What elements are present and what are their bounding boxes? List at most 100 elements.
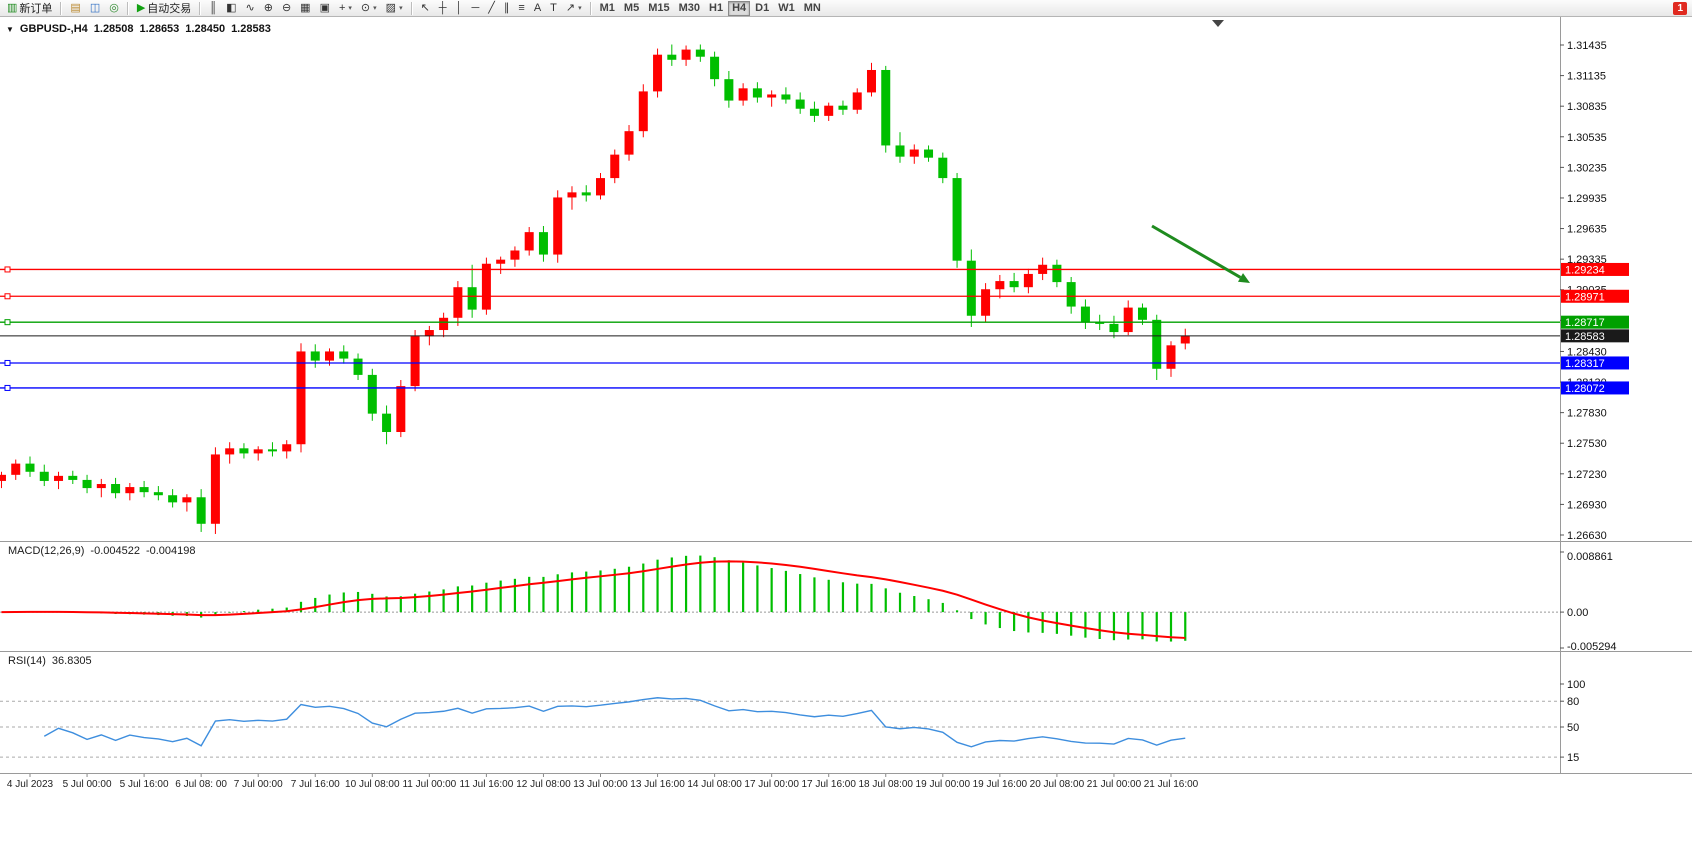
crosshair-button[interactable]: ┼ [435, 1, 451, 16]
level-handle[interactable] [4, 293, 11, 300]
horizontal-line-button[interactable]: ─ [467, 1, 483, 16]
candle [225, 448, 235, 455]
zoom-in-button[interactable]: ⊕ [260, 1, 277, 16]
level-handle[interactable] [4, 319, 11, 326]
candle [1109, 323, 1119, 333]
timeframe-m5-button[interactable]: M5 [620, 1, 643, 16]
time-axis-label: 21 Jul 00:00 [1087, 779, 1142, 790]
candle [125, 487, 135, 494]
timeframe-m15-button-label: M15 [648, 2, 670, 14]
new-order-button[interactable]: ▥ 新订单 [3, 1, 56, 16]
time-axis-label: 6 Jul 08: 00 [175, 779, 227, 790]
time-axis-label: 17 Jul 00:00 [744, 779, 799, 790]
line-chart-button[interactable]: ∿ [242, 1, 259, 16]
trendline-button[interactable]: ╱ [484, 1, 499, 16]
candle [410, 336, 420, 387]
trend-arrow-head-icon [1237, 273, 1250, 283]
timeframe-w1-button[interactable]: W1 [774, 1, 799, 16]
candle [653, 54, 663, 92]
channel-button[interactable]: ∥ [500, 1, 514, 16]
new-order-icon: ▥ [7, 1, 18, 14]
price-level-badge [1561, 356, 1629, 370]
dropdown-caret-icon: ▾ [399, 5, 403, 12]
timeframe-m1-button-label: M1 [599, 2, 615, 14]
chart-shift-marker-icon[interactable] [1212, 20, 1224, 27]
candle [524, 232, 534, 251]
candle [11, 463, 21, 475]
trendline-icon: ╱ [488, 1, 495, 14]
time-axis-label: 19 Jul 00:00 [916, 779, 971, 790]
timeframe-h4-button-label: H4 [732, 2, 747, 14]
bars-chart-button[interactable]: ║ [205, 1, 221, 16]
timeframe-m30-button-label: M30 [678, 2, 700, 14]
timeframe-h1-button[interactable]: H1 [705, 1, 727, 16]
new-order-button-label: 新订单 [19, 3, 53, 15]
level-handle[interactable] [4, 359, 11, 366]
notification-badge[interactable]: 1 [1673, 1, 1687, 15]
timeframe-w1-button-label: W1 [778, 2, 795, 14]
macd-axis-label: -0.005294 [1567, 641, 1617, 653]
candle [981, 289, 991, 316]
grid-icon: ▦ [300, 1, 311, 14]
tile-windows-button[interactable]: ▣ [316, 1, 334, 16]
trend-arrow-annotation[interactable] [1151, 224, 1242, 279]
timeframe-mn-button-label: MN [803, 2, 821, 14]
templates-button[interactable]: ▨ ▾ [382, 1, 407, 16]
autotrading-button[interactable]: ▶ 自动交易 [133, 1, 195, 16]
time-axis-label: 14 Jul 08:00 [687, 779, 742, 790]
rsi-line [43, 697, 1186, 748]
timeframe-d1-button[interactable]: D1 [751, 1, 773, 16]
candle [153, 492, 163, 496]
zoom-out-button[interactable]: ⊖ [278, 1, 295, 16]
toolbar-separator [199, 1, 202, 15]
candle [210, 454, 220, 524]
price-axis-label: 1.26630 [1567, 530, 1607, 542]
candle [439, 317, 449, 331]
candle [567, 192, 577, 198]
time-axis-label: 10 Jul 08:00 [345, 779, 400, 790]
timeframe-m15-button[interactable]: M15 [644, 1, 673, 16]
templates-icon: ▨ [385, 1, 397, 14]
navigator-button[interactable]: ◎ [105, 1, 123, 16]
candlestick-chart-button[interactable]: ◧ [222, 1, 240, 16]
timeframe-m30-button[interactable]: M30 [675, 1, 704, 16]
candle [310, 351, 320, 361]
timeframe-h4-button[interactable]: H4 [728, 0, 751, 16]
candle [239, 448, 249, 454]
price-axis-label: 1.26930 [1567, 499, 1607, 511]
horizontal-line-icon: ─ [471, 1, 480, 14]
price-axis-label: 1.29935 [1567, 193, 1607, 205]
candle [838, 105, 848, 110]
tile-windows-icon: ▣ [319, 1, 330, 14]
indicators-add-button[interactable]: + ▾ [335, 1, 356, 16]
timeframe-m1-button[interactable]: M1 [596, 1, 619, 16]
cursor-button[interactable]: ↖ [417, 1, 434, 16]
timeframe-mn-button[interactable]: MN [800, 1, 825, 16]
text-button[interactable]: A [530, 1, 545, 16]
arrows-button[interactable]: ↗ ▾ [562, 1, 586, 16]
candle [795, 99, 805, 109]
periods-button[interactable]: ⊙ ▾ [357, 1, 381, 16]
level-handle[interactable] [4, 384, 11, 391]
label-button[interactable]: T [546, 1, 561, 16]
grid-button[interactable]: ▦ [296, 1, 314, 16]
candle [538, 232, 548, 255]
price-axis-label: 1.28430 [1567, 346, 1607, 358]
vertical-line-button[interactable]: │ [452, 1, 467, 16]
candle [724, 79, 734, 101]
candle [624, 131, 634, 155]
candle [1009, 281, 1019, 288]
macd-axis-label: 0.008861 [1567, 551, 1613, 563]
fibonacci-button[interactable]: ≡ [514, 1, 528, 16]
candle [168, 495, 178, 503]
candle [924, 149, 934, 158]
data-window-button[interactable]: ◫ [86, 1, 104, 16]
candle [496, 259, 506, 264]
market-watch-button[interactable]: ▤ [66, 1, 84, 16]
level-handle[interactable] [4, 266, 11, 273]
candle [253, 449, 263, 454]
time-axis-label: 11 Jul 16:00 [460, 779, 514, 790]
candle [866, 69, 876, 93]
candle [111, 484, 121, 494]
